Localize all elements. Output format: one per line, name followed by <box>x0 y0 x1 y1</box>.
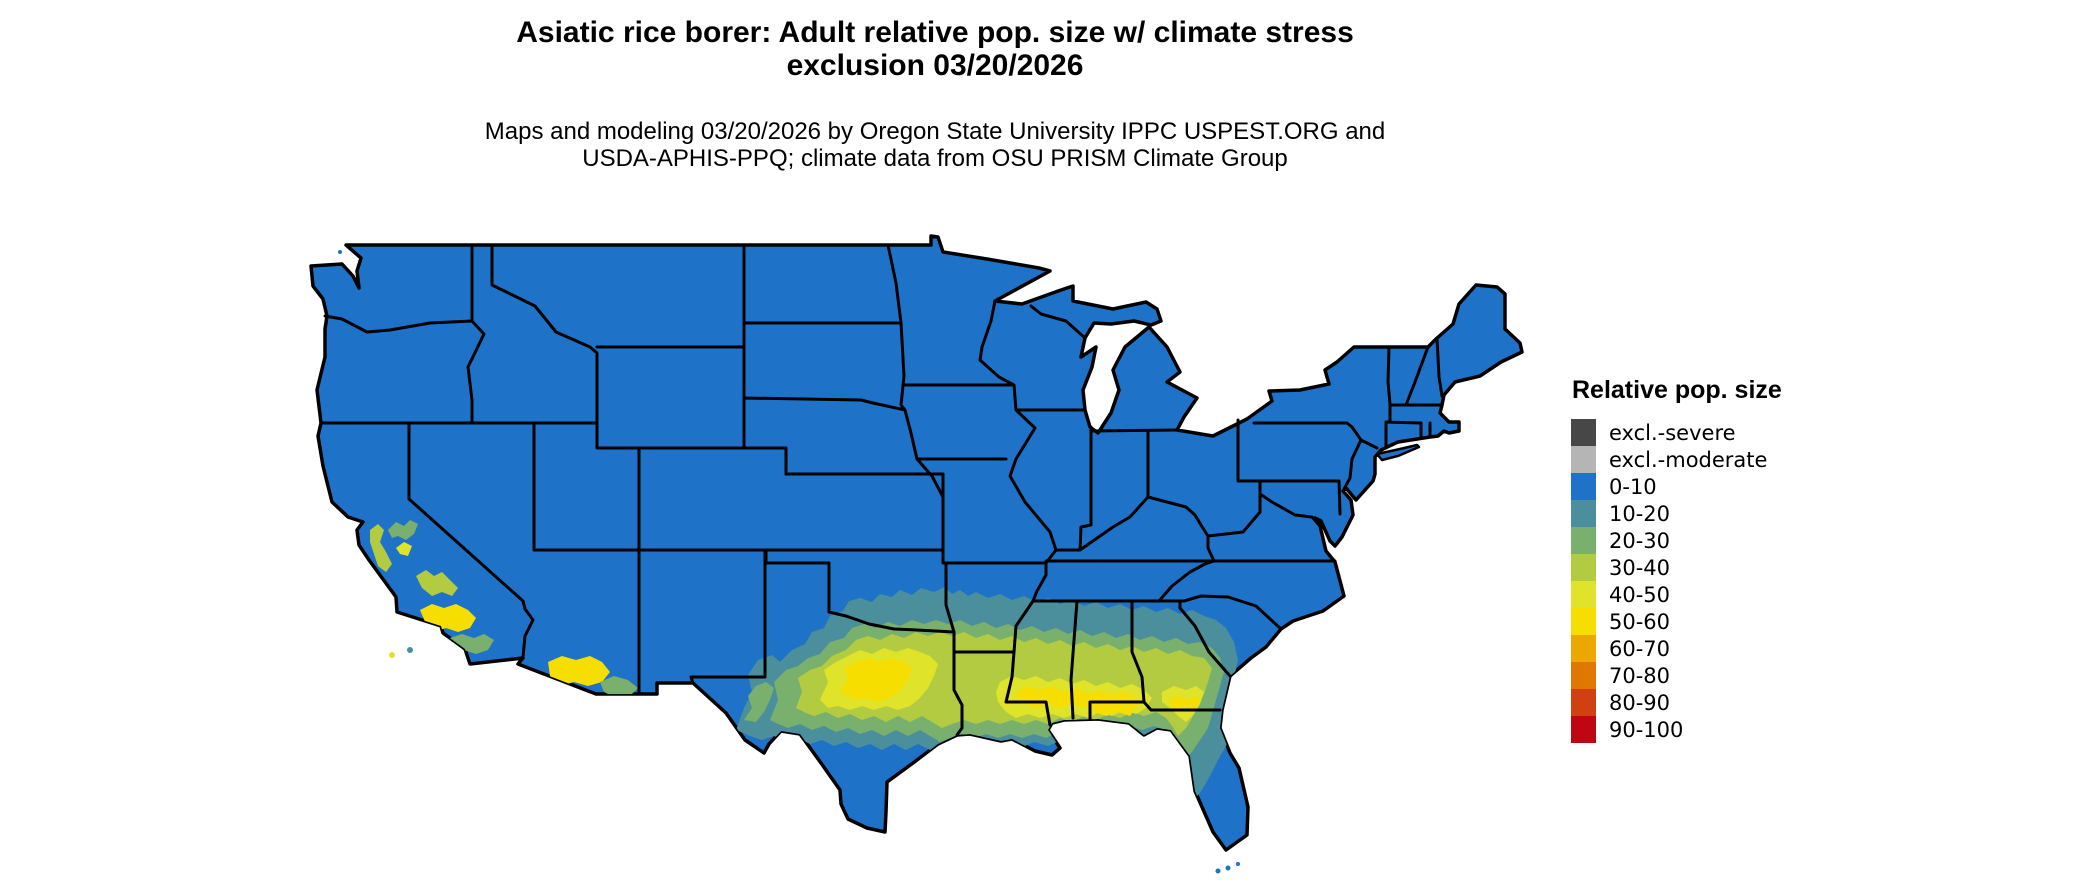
patch-20-30-west-texas <box>744 682 774 722</box>
legend-item-label: 80-90 <box>1609 690 1671 715</box>
legend-row: 0-10 <box>1571 473 1871 500</box>
florida-keys-speck <box>1215 868 1221 874</box>
legend-item-label: 50-60 <box>1609 609 1671 634</box>
page-subtitle-line2: USDA-APHIS-PPQ; climate data from OSU PR… <box>582 145 1288 172</box>
legend-color-swatch <box>1571 419 1596 446</box>
legend-row: 20-30 <box>1571 527 1871 554</box>
channel-islands-speck <box>407 647 413 653</box>
core-50-60-georgia <box>1168 696 1200 710</box>
legend-item-label: 10-20 <box>1609 501 1671 526</box>
legend-row: 80-90 <box>1571 689 1871 716</box>
page-title: Asiatic rice borer: Adult relative pop. … <box>0 16 1870 82</box>
legend-row: 40-50 <box>1571 581 1871 608</box>
legend-row: excl.-severe <box>1571 419 1871 446</box>
legend-items: excl.-severe excl.-moderate 0-10 10-20 2… <box>1571 419 1871 743</box>
patch-30-40-california-valley <box>370 524 392 572</box>
legend-item-label: 90-100 <box>1609 717 1684 742</box>
patch-20-30-arizona <box>600 676 638 698</box>
patch-30-40-sierra <box>416 570 458 596</box>
legend-item-label: 60-70 <box>1609 636 1671 661</box>
legend-row: excl.-moderate <box>1571 446 1871 473</box>
legend: Relative pop. size excl.-severe excl.-mo… <box>1571 376 1871 743</box>
legend-color-swatch <box>1571 473 1596 500</box>
florida-keys-speck <box>1236 862 1240 866</box>
legend-color-swatch <box>1571 581 1596 608</box>
legend-color-swatch <box>1571 662 1596 689</box>
patch-40-50-california-valley <box>396 542 412 556</box>
legend-item-label: 20-30 <box>1609 528 1671 553</box>
page-subtitle: Maps and modeling 03/20/2026 by Oregon S… <box>0 118 1870 172</box>
long-island <box>1375 443 1421 462</box>
us-risk-map-svg <box>309 234 1524 874</box>
legend-item-label: excl.-severe <box>1609 420 1736 445</box>
legend-item-label: excl.-moderate <box>1609 447 1768 472</box>
core-50-60-texas <box>840 658 912 702</box>
patch-50-60-arizona <box>548 656 610 686</box>
legend-color-swatch <box>1571 689 1596 716</box>
legend-item-label: 0-10 <box>1609 474 1657 499</box>
page-subtitle-line1: Maps and modeling 03/20/2026 by Oregon S… <box>484 118 1386 145</box>
legend-item-label: 40-50 <box>1609 582 1671 607</box>
core-50-60-florida-panhandle <box>1088 702 1136 716</box>
legend-color-swatch <box>1571 500 1596 527</box>
legend-item-label: 70-80 <box>1609 663 1671 688</box>
page-title-line1: Asiatic rice borer: Adult relative pop. … <box>516 16 1354 49</box>
legend-color-swatch <box>1571 635 1596 662</box>
legend-item-label: 30-40 <box>1609 555 1671 580</box>
state-borders <box>319 243 1444 737</box>
legend-color-swatch <box>1571 527 1596 554</box>
legend-title: Relative pop. size <box>1572 376 1782 404</box>
florida-keys-speck <box>1225 865 1231 871</box>
legend-row: 70-80 <box>1571 662 1871 689</box>
us-landmass <box>309 234 1524 852</box>
legend-row: 10-20 <box>1571 500 1871 527</box>
patch-20-30-california-foothills <box>388 520 418 540</box>
legend-color-swatch <box>1571 716 1596 743</box>
legend-color-swatch <box>1571 446 1596 473</box>
legend-color-swatch <box>1571 608 1596 635</box>
legend-row: 50-60 <box>1571 608 1871 635</box>
page-title-line2: exclusion 03/20/2026 <box>786 49 1084 82</box>
legend-color-swatch <box>1571 554 1596 581</box>
channel-islands-speck <box>389 652 395 658</box>
legend-row: 90-100 <box>1571 716 1871 743</box>
us-risk-map <box>300 230 1530 885</box>
legend-row: 60-70 <box>1571 635 1871 662</box>
puget-sound-speck <box>338 250 342 254</box>
population-raster-layers <box>370 520 1238 800</box>
legend-row: 30-40 <box>1571 554 1871 581</box>
